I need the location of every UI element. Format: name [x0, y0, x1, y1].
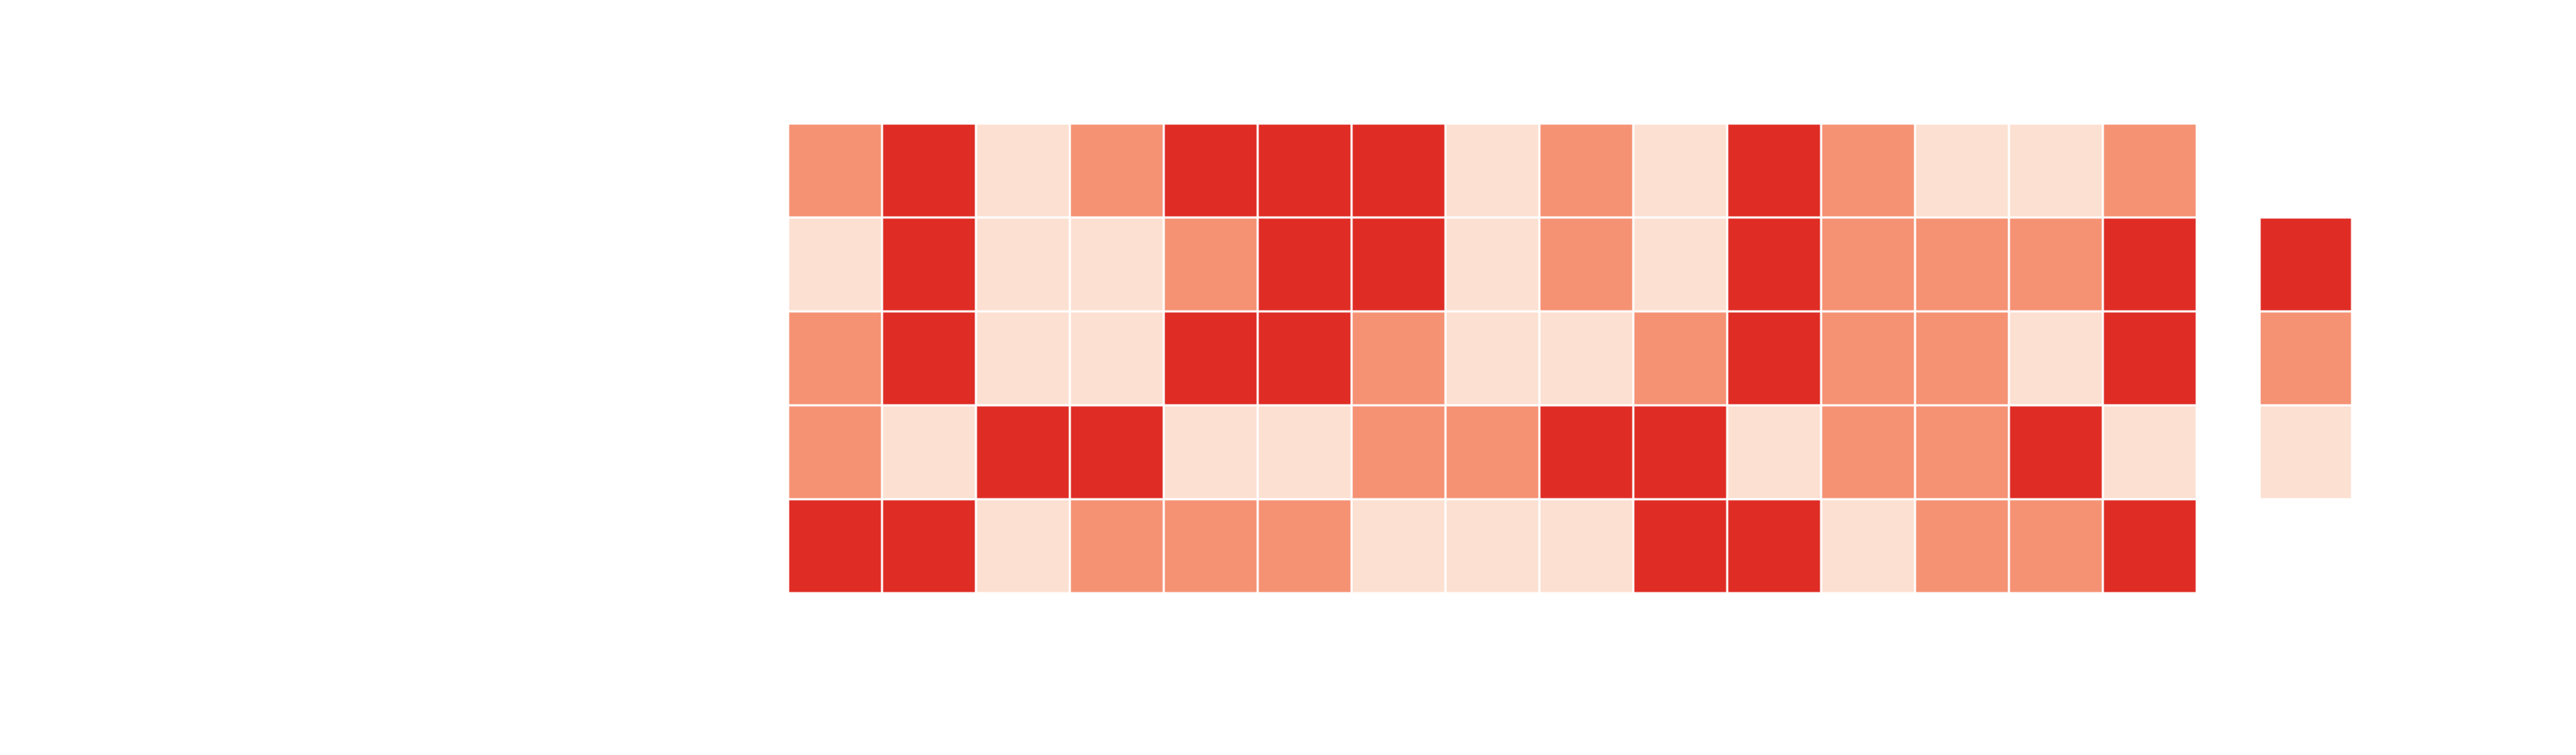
heatmap-cell-r4-c7 — [1350, 404, 1447, 501]
heatmap-cell-r5-c1 — [787, 498, 883, 595]
heatmap-cell-r1-c3 — [974, 122, 1071, 219]
heatmap-cell-r5-c7 — [1350, 498, 1447, 595]
heatmap-cell-r3-c7 — [1350, 310, 1447, 407]
heatmap-cell-r2-c4 — [1068, 216, 1165, 313]
heatmap-cell-r2-c11 — [1726, 216, 1823, 313]
heatmap-cell-r4-c10 — [1632, 404, 1729, 501]
heatmap-cell-r4-c11 — [1726, 404, 1823, 501]
heatmap-cell-r2-c13 — [1914, 216, 2010, 313]
heatmap-cell-r4-c4 — [1068, 404, 1165, 501]
heatmap-cell-r1-c15 — [2101, 122, 2198, 219]
heatmap-cell-r1-c13 — [1914, 122, 2010, 219]
heatmap-cell-r3-c11 — [1726, 310, 1823, 407]
heatmap-cell-r2-c15 — [2101, 216, 2198, 313]
heatmap-cell-r4-c2 — [881, 404, 977, 501]
heatmap-cell-r2-c6 — [1256, 216, 1353, 313]
heatmap-cell-r3-c12 — [1820, 310, 1916, 407]
heatmap-cell-r5-c9 — [1538, 498, 1635, 595]
heatmap-cell-r2-c8 — [1444, 216, 1541, 313]
heatmap-cell-r2-c2 — [881, 216, 977, 313]
heatmap-cell-r4-c3 — [974, 404, 1071, 501]
heatmap-cell-r4-c12 — [1820, 404, 1916, 501]
heatmap-cell-r1-c12 — [1820, 122, 1916, 219]
heatmap-cell-r1-c11 — [1726, 122, 1823, 219]
heatmap-cell-r4-c15 — [2101, 404, 2198, 501]
heatmap-cell-r4-c5 — [1162, 404, 1259, 501]
heatmap-cell-r3-c10 — [1632, 310, 1729, 407]
heatmap-cell-r3-c4 — [1068, 310, 1165, 407]
heatmap-cell-r5-c14 — [2007, 498, 2104, 595]
heatmap-cell-r4-c14 — [2007, 404, 2104, 501]
heatmap-cell-r3-c5 — [1162, 310, 1259, 407]
heatmap-cell-r5-c8 — [1444, 498, 1541, 595]
heatmap-cell-r1-c1 — [787, 122, 883, 219]
heatmap-cell-r3-c9 — [1538, 310, 1635, 407]
heatmap-cell-r2-c10 — [1632, 216, 1729, 313]
heatmap-cell-r2-c14 — [2007, 216, 2104, 313]
heatmap-cell-r1-c7 — [1350, 122, 1447, 219]
legend-swatch-level-1 — [2258, 310, 2354, 407]
heatmap-cell-r5-c11 — [1726, 498, 1823, 595]
heatmap-cell-r4-c1 — [787, 404, 883, 501]
heatmap-cell-r2-c3 — [974, 216, 1071, 313]
heatmap-cell-r2-c12 — [1820, 216, 1916, 313]
heatmap-cell-r5-c3 — [974, 498, 1071, 595]
heatmap-cell-r5-c13 — [1914, 498, 2010, 595]
heatmap-cell-r1-c5 — [1162, 122, 1259, 219]
heatmap-cell-r5-c2 — [881, 498, 977, 595]
heatmap-cell-r3-c8 — [1444, 310, 1541, 407]
heatmap-cell-r4-c13 — [1914, 404, 2010, 501]
heatmap-cell-r1-c10 — [1632, 122, 1729, 219]
heatmap-cell-r3-c14 — [2007, 310, 2104, 407]
heatmap-cell-r3-c2 — [881, 310, 977, 407]
heatmap-cell-r4-c8 — [1444, 404, 1541, 501]
heatmap-cell-r5-c4 — [1068, 498, 1165, 595]
heatmap-cell-r3-c1 — [787, 310, 883, 407]
heatmap-cell-r1-c2 — [881, 122, 977, 219]
heatmap-grid — [787, 122, 2198, 595]
heatmap-cell-r2-c7 — [1350, 216, 1447, 313]
heatmap-cell-r5-c15 — [2101, 498, 2198, 595]
legend — [2258, 216, 2354, 501]
heatmap-cell-r3-c13 — [1914, 310, 2010, 407]
heatmap-cell-r5-c12 — [1820, 498, 1916, 595]
heatmap-cell-r2-c5 — [1162, 216, 1259, 313]
heatmap-cell-r1-c14 — [2007, 122, 2104, 219]
legend-swatch-level-0 — [2258, 404, 2354, 501]
heatmap-cell-r2-c9 — [1538, 216, 1635, 313]
heatmap-cell-r3-c6 — [1256, 310, 1353, 407]
heatmap-cell-r2-c1 — [787, 216, 883, 313]
heatmap-cell-r3-c3 — [974, 310, 1071, 407]
heatmap-cell-r5-c10 — [1632, 498, 1729, 595]
heatmap-cell-r5-c5 — [1162, 498, 1259, 595]
heatmap-cell-r4-c9 — [1538, 404, 1635, 501]
heatmap-cell-r1-c4 — [1068, 122, 1165, 219]
heatmap-cell-r1-c6 — [1256, 122, 1353, 219]
heatmap-cell-r3-c15 — [2101, 310, 2198, 407]
heatmap-cell-r1-c8 — [1444, 122, 1541, 219]
heatmap-cell-r1-c9 — [1538, 122, 1635, 219]
legend-swatch-level-2 — [2258, 216, 2354, 313]
heatmap-cell-r4-c6 — [1256, 404, 1353, 501]
heatmap-cell-r5-c6 — [1256, 498, 1353, 595]
